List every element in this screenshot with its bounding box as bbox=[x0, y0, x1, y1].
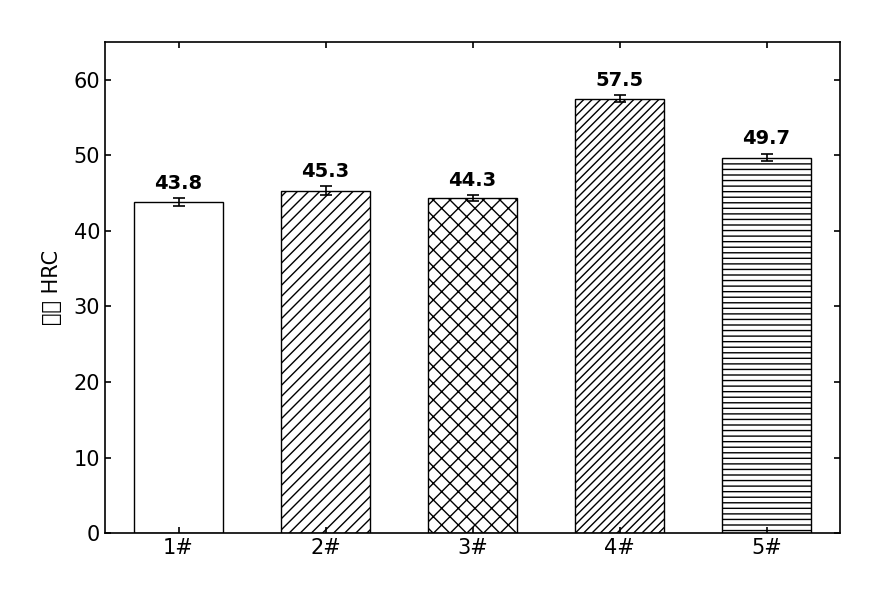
Text: 57.5: 57.5 bbox=[596, 71, 644, 89]
Bar bbox=[135, 202, 222, 533]
Bar bbox=[429, 198, 516, 533]
Text: 45.3: 45.3 bbox=[301, 162, 350, 181]
Bar bbox=[576, 99, 663, 533]
Y-axis label: 硬度 HRC: 硬度 HRC bbox=[42, 250, 62, 325]
Text: 44.3: 44.3 bbox=[449, 171, 497, 190]
Bar bbox=[723, 158, 810, 533]
Bar bbox=[282, 191, 369, 533]
Text: 43.8: 43.8 bbox=[155, 174, 203, 193]
Text: 49.7: 49.7 bbox=[743, 129, 790, 149]
